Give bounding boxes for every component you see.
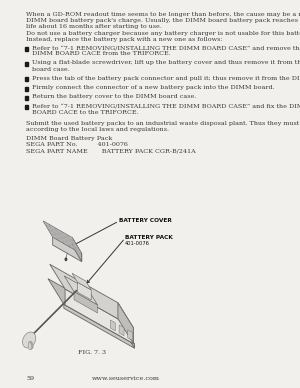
- Polygon shape: [51, 234, 58, 239]
- Text: 401-0076: 401-0076: [125, 241, 150, 246]
- Text: DIMM BOARD CACE from the TRIFORCE.: DIMM BOARD CACE from the TRIFORCE.: [32, 51, 170, 56]
- Polygon shape: [50, 225, 56, 231]
- Polygon shape: [67, 235, 74, 241]
- Text: DIMM Board Battery Pack: DIMM Board Battery Pack: [26, 136, 112, 141]
- Polygon shape: [72, 238, 82, 262]
- Polygon shape: [58, 232, 64, 238]
- Text: according to the local laws and regulations.: according to the local laws and regulati…: [26, 127, 169, 132]
- Polygon shape: [57, 237, 64, 243]
- Text: Do not use a battery charger because any battery charger is not usable for this : Do not use a battery charger because any…: [26, 31, 300, 36]
- Polygon shape: [78, 282, 91, 300]
- Text: Instead, replace the battery pack with a new one as follows:: Instead, replace the battery pack with a…: [26, 37, 223, 42]
- Polygon shape: [64, 236, 70, 242]
- Polygon shape: [74, 292, 98, 313]
- Polygon shape: [56, 229, 62, 234]
- Text: BATTERY PACK: BATTERY PACK: [125, 235, 173, 240]
- Polygon shape: [72, 273, 91, 290]
- Bar: [26, 47, 28, 50]
- Text: SEGA PART No.          401-0076: SEGA PART No. 401-0076: [26, 142, 128, 147]
- Polygon shape: [72, 243, 79, 249]
- Ellipse shape: [28, 342, 32, 350]
- Polygon shape: [46, 226, 53, 232]
- Ellipse shape: [29, 341, 33, 348]
- Text: life about 16 months after starting to use.: life about 16 months after starting to u…: [26, 24, 162, 29]
- Text: Firmly connect the connector of a new battery pack into the DIMM board.: Firmly connect the connector of a new ba…: [32, 85, 274, 90]
- Polygon shape: [68, 244, 75, 249]
- Bar: [26, 96, 28, 100]
- Polygon shape: [118, 303, 133, 343]
- Polygon shape: [110, 320, 116, 331]
- Polygon shape: [49, 230, 55, 236]
- Polygon shape: [118, 319, 134, 348]
- Polygon shape: [119, 325, 124, 336]
- Polygon shape: [64, 276, 98, 305]
- Ellipse shape: [22, 332, 36, 348]
- Polygon shape: [43, 221, 82, 254]
- Text: Refer to “7-1 REMOVING/INSTALLING THE DIMM BOARD CASE” and fix the DIMM: Refer to “7-1 REMOVING/INSTALLING THE DI…: [32, 103, 300, 108]
- Text: BATTERY COVER: BATTERY COVER: [119, 218, 172, 223]
- Polygon shape: [63, 241, 69, 246]
- Circle shape: [65, 258, 67, 260]
- Bar: [26, 105, 28, 109]
- Polygon shape: [44, 222, 51, 228]
- Polygon shape: [53, 237, 82, 262]
- Ellipse shape: [29, 342, 32, 349]
- Text: board case.: board case.: [32, 67, 69, 72]
- Text: www.seuservice.com: www.seuservice.com: [92, 376, 160, 381]
- Polygon shape: [70, 239, 76, 245]
- Polygon shape: [74, 247, 81, 253]
- Text: 59: 59: [26, 376, 34, 381]
- Text: DIMM board battery pack's charge. Usually, the DIMM board battery pack reaches i: DIMM board battery pack's charge. Usuall…: [26, 18, 300, 23]
- Text: Submit the used battery packs to an industrial waste disposal plant. Thus they m: Submit the used battery packs to an indu…: [26, 121, 300, 126]
- Polygon shape: [55, 233, 61, 239]
- Text: Using a flat-blade screwdriver, lift up the battery cover and thus remove it fro: Using a flat-blade screwdriver, lift up …: [32, 61, 300, 66]
- Bar: [26, 87, 28, 90]
- Text: FIG. 7. 3: FIG. 7. 3: [78, 350, 106, 355]
- Polygon shape: [48, 279, 134, 344]
- Polygon shape: [61, 232, 68, 237]
- Bar: [26, 62, 28, 66]
- Polygon shape: [60, 236, 67, 242]
- Text: SEGA PART NAME       BATTERY PACK CGR-B/241A: SEGA PART NAME BATTERY PACK CGR-B/241A: [26, 149, 196, 154]
- Text: Refer to “7-1 REMOVING/INSTALLING THE DIMM BOARD CASE” and remove the: Refer to “7-1 REMOVING/INSTALLING THE DI…: [32, 45, 300, 50]
- Polygon shape: [52, 229, 59, 235]
- Polygon shape: [66, 240, 73, 246]
- Text: When a GD-ROM readout time seems to be longer than before, the cause may be a re: When a GD-ROM readout time seems to be l…: [26, 12, 300, 17]
- Text: BOARD CACE to the TRIFORCE.: BOARD CACE to the TRIFORCE.: [32, 109, 138, 114]
- Polygon shape: [50, 264, 133, 327]
- Polygon shape: [64, 304, 134, 348]
- Text: Press the tab of the battery pack connector and pull it; thus remove it from the: Press the tab of the battery pack connec…: [32, 76, 300, 81]
- Bar: [26, 77, 28, 81]
- Text: Return the battery cover to the DIMM board case.: Return the battery cover to the DIMM boa…: [32, 94, 196, 99]
- Polygon shape: [128, 330, 133, 341]
- Polygon shape: [65, 289, 133, 343]
